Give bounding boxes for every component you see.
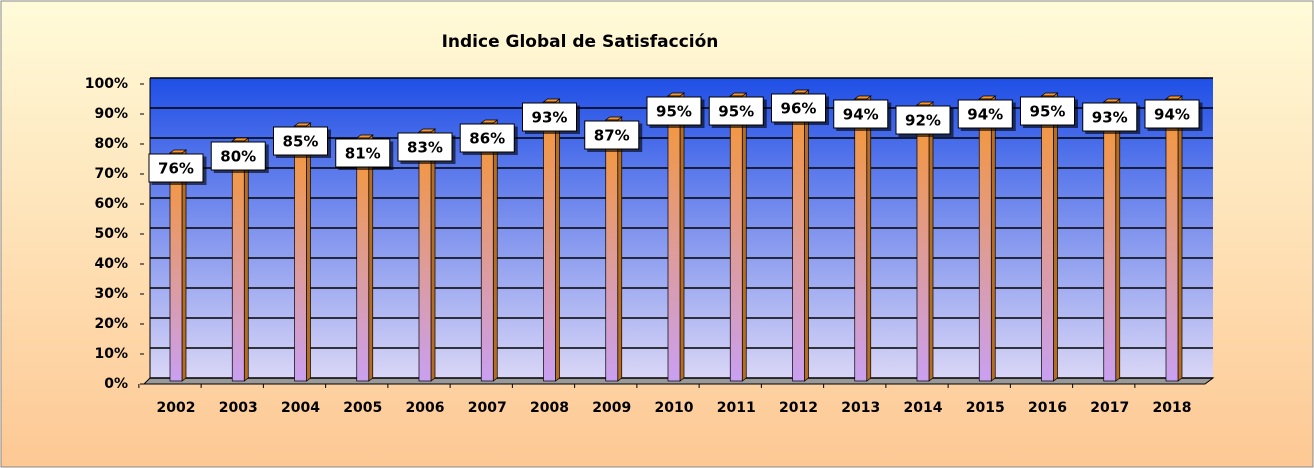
x-tick-label: 2007 (468, 400, 507, 416)
x-tick-label: 2006 (406, 400, 445, 416)
value-label-box (957, 99, 1013, 129)
bar-side (368, 134, 374, 382)
bar-side (617, 116, 623, 382)
value-label: 93% (532, 109, 568, 127)
x-tick-label: 2003 (219, 400, 258, 416)
value-label: 95% (718, 103, 754, 121)
value-label-box (210, 141, 266, 171)
value-label: 85% (283, 133, 319, 151)
value-label-box (148, 153, 204, 183)
bar-side (1053, 92, 1058, 382)
value-label: 94% (1154, 106, 1190, 124)
value-label: 87% (594, 127, 630, 145)
bar (667, 95, 681, 382)
value-label-box (522, 102, 577, 132)
bar-side (243, 137, 249, 382)
bar (543, 101, 556, 382)
bar (169, 152, 183, 382)
y-tick-label: 90% (94, 106, 128, 122)
bar-side (1115, 98, 1121, 382)
bar-side (1177, 95, 1183, 382)
value-label-box (1020, 96, 1075, 126)
bar-side (181, 149, 187, 382)
y-tick-label: 60% (94, 196, 128, 212)
y-tick-label: 80% (94, 136, 128, 152)
bar (605, 119, 619, 382)
x-tick-label: 2017 (1090, 400, 1129, 416)
bar (792, 92, 805, 382)
y-tick-label: 40% (94, 256, 128, 272)
y-tick-label: 30% (94, 286, 128, 302)
bar (480, 122, 494, 382)
bar (294, 125, 307, 382)
bar (1041, 95, 1054, 382)
bar (978, 98, 992, 382)
value-label-box (1082, 102, 1138, 132)
y-tick-label: 100% (85, 76, 128, 92)
bar-side (928, 101, 934, 382)
value-label: 76% (158, 160, 194, 178)
x-tick-label: 2016 (1028, 400, 1067, 416)
y-tick-label: 0% (104, 376, 128, 392)
chart-title: Indice Global de Satisfacción (442, 32, 719, 52)
x-tick-label: 2010 (655, 400, 694, 416)
x-tick-label: 2005 (343, 400, 382, 416)
x-tick-label: 2013 (841, 400, 880, 416)
bar-side (866, 95, 872, 382)
bar-side (306, 122, 311, 382)
value-label-box (1144, 99, 1200, 129)
value-label: 92% (905, 112, 941, 130)
bar-side (804, 89, 809, 382)
value-label-box (273, 126, 328, 156)
bar-side (492, 119, 498, 382)
value-label: 80% (220, 148, 256, 166)
value-label: 94% (843, 106, 879, 124)
value-label-box (708, 96, 764, 126)
bar-side (430, 128, 436, 382)
value-label: 95% (656, 103, 692, 121)
value-label-box (397, 132, 453, 162)
value-label: 93% (1092, 109, 1128, 127)
value-label-box (646, 96, 702, 126)
value-label: 83% (407, 139, 443, 157)
x-tick-label: 2018 (1153, 400, 1192, 416)
value-label-box (833, 99, 889, 129)
bar (231, 140, 245, 382)
x-tick-label: 2002 (157, 400, 196, 416)
x-tick-label: 2014 (904, 400, 943, 416)
bar-side (679, 92, 685, 382)
value-label: 86% (469, 130, 505, 148)
bar (1103, 101, 1117, 382)
x-tick-label: 2009 (592, 400, 631, 416)
bar-side (741, 92, 747, 382)
y-tick-label: 20% (94, 316, 128, 332)
y-tick-label: 70% (94, 166, 128, 182)
y-tick-label: 50% (94, 226, 128, 242)
bar (356, 137, 370, 382)
value-label: 95% (1030, 103, 1066, 121)
x-tick-label: 2012 (779, 400, 818, 416)
value-label-box (459, 123, 515, 153)
x-tick-label: 2004 (281, 400, 320, 416)
value-label: 81% (345, 145, 381, 163)
y-tick-label: 10% (94, 346, 128, 362)
value-label-box (584, 120, 640, 150)
bar (418, 131, 432, 382)
bar (729, 95, 743, 382)
bar (854, 98, 868, 382)
bar (916, 104, 930, 382)
bar-side (990, 95, 996, 382)
value-label: 94% (967, 106, 1003, 124)
bar-side (555, 98, 560, 382)
value-label-box (895, 105, 951, 135)
value-label-box (335, 138, 391, 168)
x-tick-label: 2008 (530, 400, 569, 416)
bar (1165, 98, 1179, 382)
x-tick-label: 2011 (717, 400, 756, 416)
x-tick-label: 2015 (966, 400, 1005, 416)
value-label-box (771, 93, 826, 123)
value-label: 96% (781, 100, 817, 118)
